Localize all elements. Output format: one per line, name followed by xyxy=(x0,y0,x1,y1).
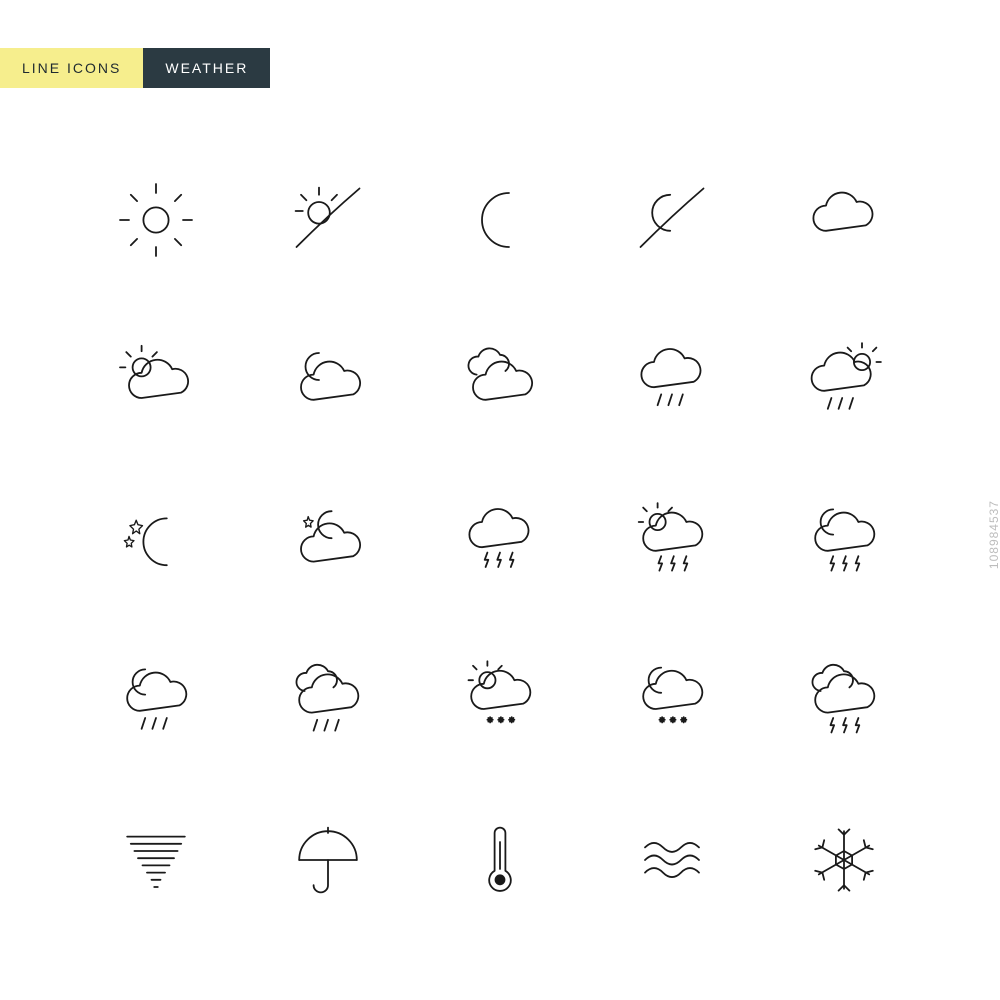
sun-cloud-icon xyxy=(106,330,206,430)
cloud-lightning-icon xyxy=(450,490,550,590)
moonrise-icon xyxy=(622,170,722,270)
clouds-rain-icon xyxy=(278,650,378,750)
moon-cloud-rain-icon xyxy=(106,650,206,750)
moon-icon xyxy=(450,170,550,270)
watermark: 108984537 xyxy=(987,500,1000,569)
sun-cloud-snow-icon xyxy=(450,650,550,750)
badge-line-icons: LINE ICONS xyxy=(0,48,143,88)
sun-cloud-rain-icon xyxy=(794,330,894,430)
moon-stars-cloud-icon xyxy=(278,490,378,590)
thermometer-icon xyxy=(450,810,550,910)
cloud-icon xyxy=(794,170,894,270)
sun-icon xyxy=(106,170,206,270)
sunrise-icon xyxy=(278,170,378,270)
moon-cloud-lightning-icon xyxy=(794,490,894,590)
tornado-icon xyxy=(106,810,206,910)
moon-cloud-icon xyxy=(278,330,378,430)
snowflake-icon xyxy=(794,810,894,910)
cloud-rain-icon xyxy=(622,330,722,430)
icon-grid xyxy=(70,140,930,940)
moon-cloud-snow-icon xyxy=(622,650,722,750)
clouds-icon xyxy=(450,330,550,430)
umbrella-icon xyxy=(278,810,378,910)
sun-cloud-lightning-icon xyxy=(622,490,722,590)
moon-stars-icon xyxy=(106,490,206,590)
clouds-lightning-icon xyxy=(794,650,894,750)
badge-weather: WEATHER xyxy=(143,48,270,88)
header: LINE ICONS WEATHER xyxy=(0,48,270,88)
waves-icon xyxy=(622,810,722,910)
